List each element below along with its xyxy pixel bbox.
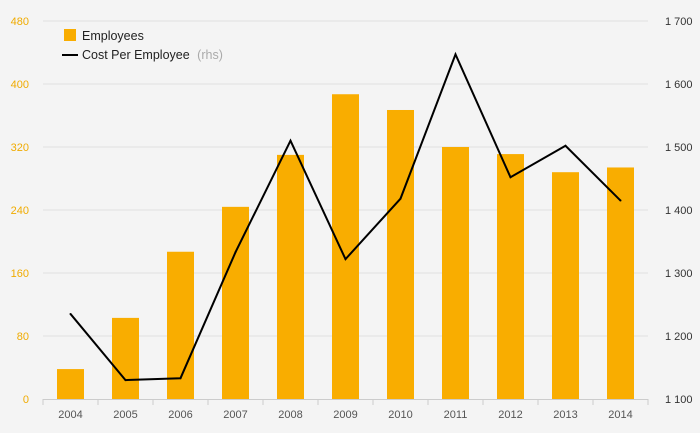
left-tick-label: 320 bbox=[11, 142, 29, 154]
legend-label-rhs-note: (rhs) bbox=[197, 48, 223, 62]
right-tick-label: 1 600 bbox=[665, 79, 693, 91]
bar-employees-2006 bbox=[167, 251, 194, 399]
bar-employees-2011 bbox=[442, 147, 469, 399]
bar-employees-2007 bbox=[222, 206, 249, 399]
left-tick-label: 80 bbox=[17, 331, 29, 343]
bar-employees-2008 bbox=[277, 154, 304, 399]
point-cost-per-employee-2010 bbox=[399, 197, 402, 200]
point-cost-per-employee-2014 bbox=[619, 199, 622, 202]
employee-bars bbox=[57, 94, 634, 400]
point-cost-per-employee-2006 bbox=[179, 377, 182, 380]
left-tick-label: 0 bbox=[23, 394, 29, 406]
point-cost-per-employee-2011 bbox=[454, 53, 457, 56]
x-tick-label-2004: 2004 bbox=[58, 409, 82, 421]
bar-employees-2005 bbox=[112, 317, 139, 399]
legend-label-cost-per-employee: Cost Per Employee (rhs) bbox=[82, 48, 223, 62]
x-tick-label-2013: 2013 bbox=[553, 409, 577, 421]
point-cost-per-employee-2007 bbox=[234, 251, 237, 254]
point-cost-per-employee-2013 bbox=[564, 144, 567, 147]
bar-employees-2014 bbox=[607, 167, 634, 399]
x-tick-label-2006: 2006 bbox=[168, 409, 192, 421]
left-tick-label: 480 bbox=[11, 16, 29, 28]
cost-per-employee-line-group bbox=[69, 51, 622, 382]
right-tick-label: 1 300 bbox=[665, 268, 693, 280]
x-tick-label-2009: 2009 bbox=[333, 409, 357, 421]
bar-employees-2004 bbox=[57, 369, 84, 399]
point-cost-per-employee-2004 bbox=[69, 312, 72, 315]
x-tick-label-2008: 2008 bbox=[278, 409, 302, 421]
point-cost-per-employee-2005 bbox=[124, 379, 127, 382]
bar-employees-2012 bbox=[497, 154, 524, 399]
legend-label-employees: Employees bbox=[82, 29, 144, 43]
left-tick-label: 400 bbox=[11, 79, 29, 91]
right-tick-label: 1 500 bbox=[665, 142, 693, 154]
right-axis: 1 100 1 200 1 300 1 400 1 500 1 600 1 700 bbox=[665, 16, 693, 406]
right-tick-label: 1 100 bbox=[665, 394, 693, 406]
x-tick-label-2005: 2005 bbox=[113, 409, 137, 421]
right-tick-label: 1 400 bbox=[665, 205, 693, 217]
left-tick-label: 160 bbox=[11, 268, 29, 280]
x-tick-label-2014: 2014 bbox=[608, 409, 632, 421]
point-cost-per-employee-2012 bbox=[509, 176, 512, 179]
legend: Employees Cost Per Employee (rhs) bbox=[62, 29, 223, 62]
x-tick-label-2012: 2012 bbox=[498, 409, 522, 421]
point-cost-per-employee-2008 bbox=[289, 139, 292, 142]
left-tick-label: 240 bbox=[11, 205, 29, 217]
x-axis: 2004 2005 2006 2007 2008 2009 2010 2011 2012 2013… bbox=[42, 399, 649, 421]
bar-employees-2010 bbox=[387, 109, 414, 400]
right-tick-label: 1 700 bbox=[665, 16, 693, 28]
legend-swatch-employees bbox=[64, 29, 76, 41]
bar-employees-2009 bbox=[332, 94, 359, 400]
point-cost-per-employee-2009 bbox=[344, 258, 347, 261]
x-tick-label-2007: 2007 bbox=[223, 409, 247, 421]
left-axis: 0 80 160 240 320 400 480 bbox=[11, 16, 29, 406]
legend-label-cost-text: Cost Per Employee bbox=[82, 48, 190, 62]
right-tick-label: 1 200 bbox=[665, 331, 693, 343]
x-tick-label-2011: 2011 bbox=[444, 409, 468, 421]
bar-employees-2013 bbox=[552, 172, 579, 399]
x-tick-label-2010: 2010 bbox=[388, 409, 412, 421]
